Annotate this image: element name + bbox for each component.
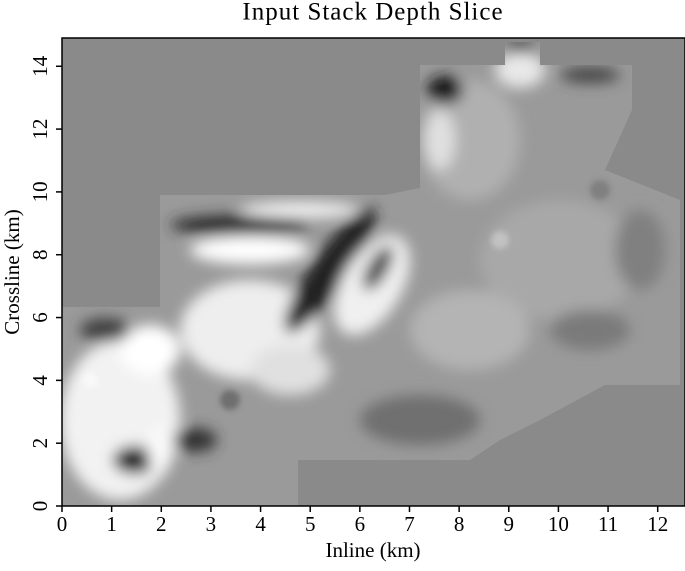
x-tick-label: 6 xyxy=(355,512,366,536)
y-tick-label: 0 xyxy=(28,501,52,512)
x-axis-label: Inline (km) xyxy=(325,538,420,562)
y-tick-label: 12 xyxy=(28,119,52,140)
x-tick-label: 9 xyxy=(504,512,515,536)
x-tick-label: 10 xyxy=(548,512,569,536)
x-tick-label: 5 xyxy=(305,512,316,536)
x-tick-label: 2 xyxy=(156,512,167,536)
chart-title: Input Stack Depth Slice xyxy=(242,0,503,26)
x-tick-label: 4 xyxy=(255,512,266,536)
x-tick-label: 3 xyxy=(206,512,217,536)
x-tick-label: 7 xyxy=(404,512,415,536)
x-tick-label: 12 xyxy=(647,512,668,536)
x-tick-label: 8 xyxy=(454,512,465,536)
y-tick-label: 8 xyxy=(28,249,52,260)
y-tick-label: 14 xyxy=(28,55,52,77)
plot-frame xyxy=(61,37,685,507)
y-axis-label: Crossline (km) xyxy=(0,209,24,334)
y-tick-label: 10 xyxy=(28,181,52,202)
x-tick-label: 1 xyxy=(106,512,117,536)
x-tick-label: 0 xyxy=(57,512,68,536)
y-tick-label: 4 xyxy=(28,375,52,386)
image-area xyxy=(62,38,685,506)
y-tick-label: 2 xyxy=(28,438,52,449)
y-tick-label: 6 xyxy=(28,312,52,323)
x-tick-label: 11 xyxy=(598,512,618,536)
